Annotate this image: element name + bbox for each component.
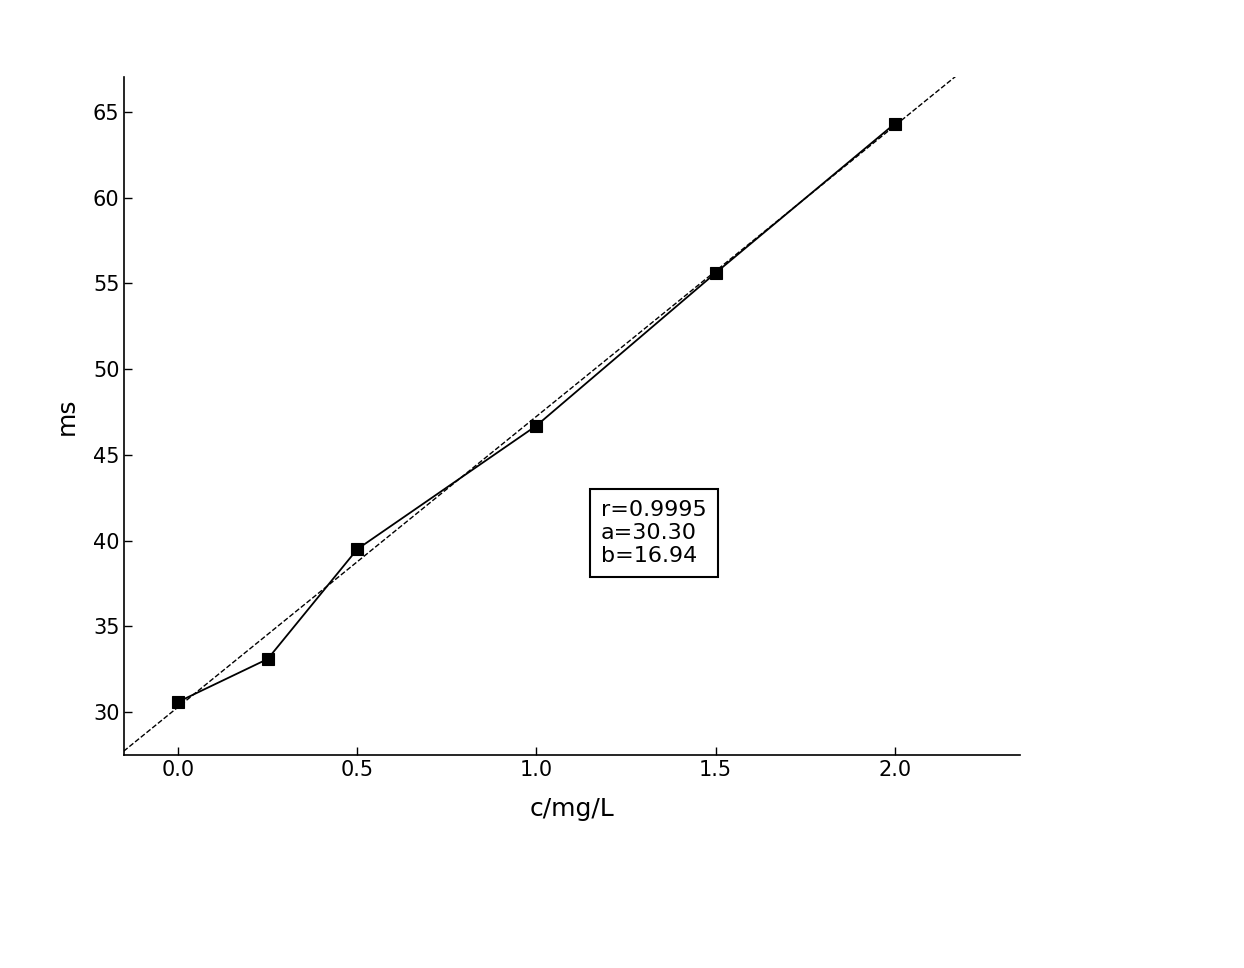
X-axis label: c/mg/L: c/mg/L bbox=[530, 797, 615, 821]
Text: r=0.9995
a=30.30
b=16.94: r=0.9995 a=30.30 b=16.94 bbox=[601, 499, 707, 566]
Y-axis label: ms: ms bbox=[55, 398, 80, 435]
